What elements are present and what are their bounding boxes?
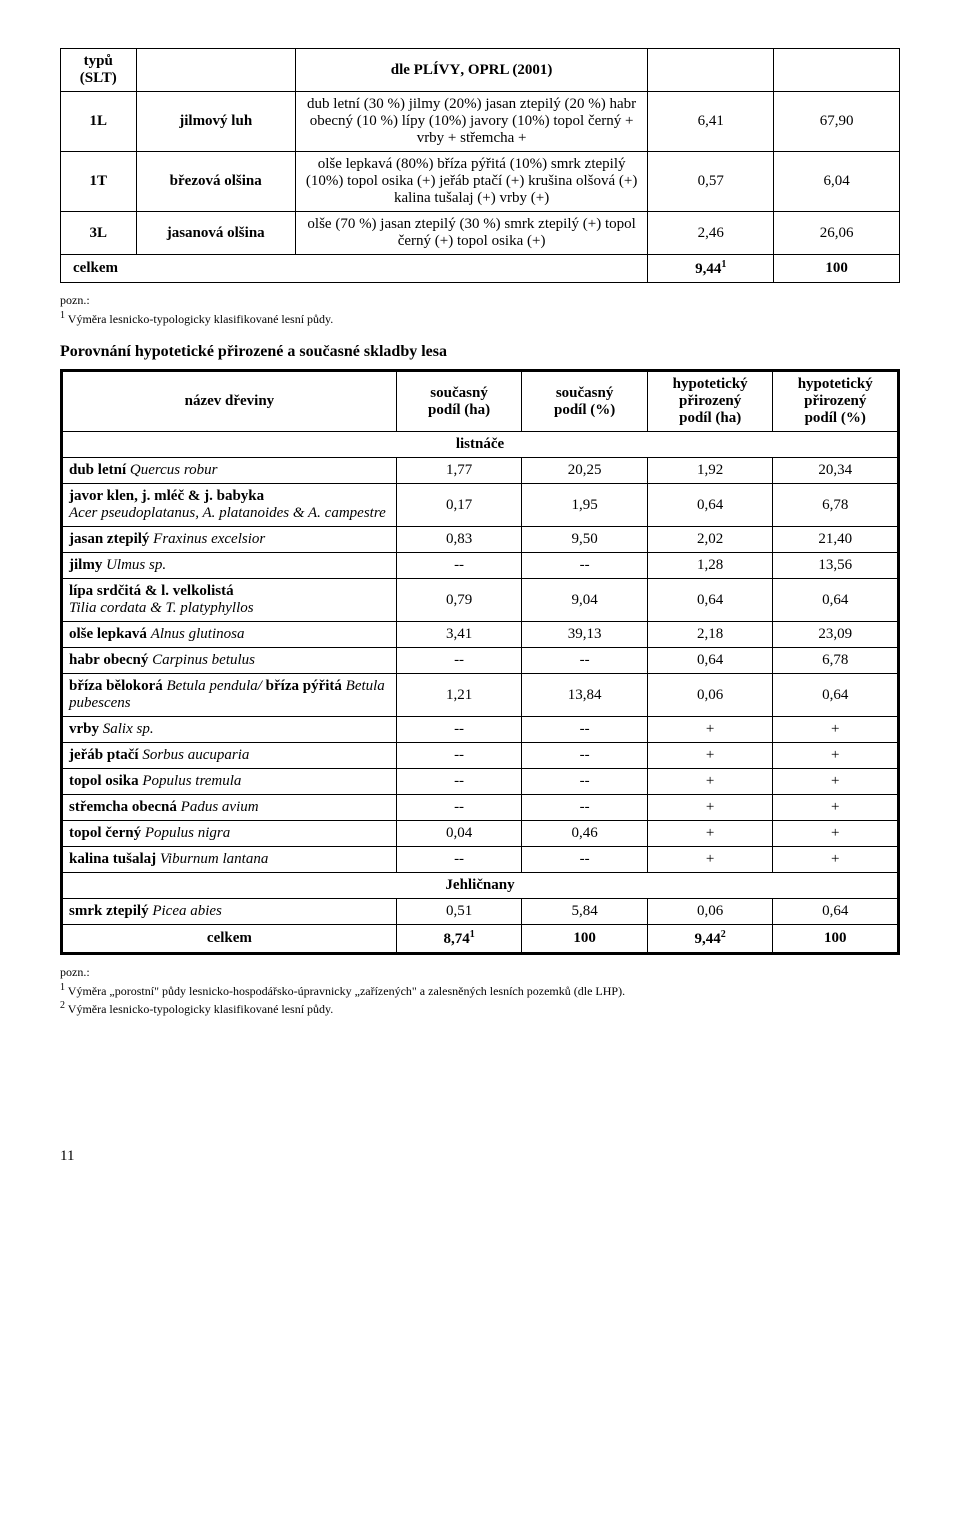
t2-tot-1: 100 bbox=[522, 925, 648, 954]
table-row: lípa srdčitá & l. velkolistáTilia cordat… bbox=[62, 579, 899, 622]
note1: pozn.: 1 Výměra lesnicko-typologicky kla… bbox=[60, 293, 900, 327]
table-row: jeřáb ptačí Sorbus aucuparia----++ bbox=[62, 743, 899, 769]
t2-tot-2: 9,442 bbox=[647, 925, 773, 954]
table-row: vrby Salix sp.----++ bbox=[62, 717, 899, 743]
t1-hdr-col1: typů (SLT) bbox=[61, 49, 137, 92]
section-title: Porovnání hypotetické přirozené a součas… bbox=[60, 343, 900, 361]
table-row: 1Ljilmový luhdub letní (30 %) jilmy (20%… bbox=[61, 92, 900, 152]
table-row: 1Tbřezová olšinaolše lepkavá (80%) bříza… bbox=[61, 152, 900, 212]
table-row: topol osika Populus tremula----++ bbox=[62, 769, 899, 795]
species-comparison-table: název dřeviny současnýpodíl (ha) současn… bbox=[60, 369, 900, 955]
t2-hdr-c5: hypotetickýpřirozenýpodíl (%) bbox=[773, 371, 899, 432]
t2-hdr-c3: současnýpodíl (%) bbox=[522, 371, 648, 432]
t1-hdr-col2-blank bbox=[136, 49, 295, 92]
t1-total-v2: 100 bbox=[774, 255, 900, 283]
t2-group-listnace: listnáče bbox=[62, 432, 899, 458]
table-row: jasan ztepilý Fraxinus excelsior0,839,50… bbox=[62, 527, 899, 553]
table-row: dub letní Quercus robur1,7720,251,9220,3… bbox=[62, 458, 899, 484]
note2: pozn.: 1 Výměra „porostní" půdy lesnicko… bbox=[60, 965, 900, 1018]
table-row: habr obecný Carpinus betulus----0,646,78 bbox=[62, 648, 899, 674]
forest-types-table: typů (SLT) dle PLÍVY, OPRL (2001) 1Ljilm… bbox=[60, 48, 900, 283]
table-row: topol černý Populus nigra0,040,46++ bbox=[62, 821, 899, 847]
page-number: 11 bbox=[60, 1148, 900, 1165]
t2-hdr-name: název dřeviny bbox=[62, 371, 397, 432]
table-row: bříza bělokorá Betula pendula/ bříza pýř… bbox=[62, 674, 899, 717]
table-row: javor klen, j. mléč & j. babykaAcer pseu… bbox=[62, 484, 899, 527]
t2-hdr-c4: hypotetickýpřirozenýpodíl (ha) bbox=[647, 371, 773, 432]
t2-group-jehlicnany: Jehličnany bbox=[62, 873, 899, 899]
t2-tot-3: 100 bbox=[773, 925, 899, 954]
t1-hdr-col5-blank bbox=[774, 49, 900, 92]
t2-total-label: celkem bbox=[62, 925, 397, 954]
t2-hdr-c2: současnýpodíl (ha) bbox=[396, 371, 522, 432]
t2-tot-0: 8,741 bbox=[396, 925, 522, 954]
table-row: kalina tušalaj Viburnum lantana----++ bbox=[62, 847, 899, 873]
t1-total-label: celkem bbox=[61, 255, 648, 283]
table-row: smrk ztepilý Picea abies0,515,840,060,64 bbox=[62, 899, 899, 925]
table-row: střemcha obecná Padus avium----++ bbox=[62, 795, 899, 821]
t1-total-v1: 9,441 bbox=[648, 255, 774, 283]
table-row: 3Ljasanová olšinaolše (70 %) jasan ztepi… bbox=[61, 212, 900, 255]
t1-hdr-col4-blank bbox=[648, 49, 774, 92]
table-row: jilmy Ulmus sp.----1,2813,56 bbox=[62, 553, 899, 579]
table-row: olše lepkavá Alnus glutinosa3,4139,132,1… bbox=[62, 622, 899, 648]
t1-hdr-col3: dle PLÍVY, OPRL (2001) bbox=[295, 49, 647, 92]
